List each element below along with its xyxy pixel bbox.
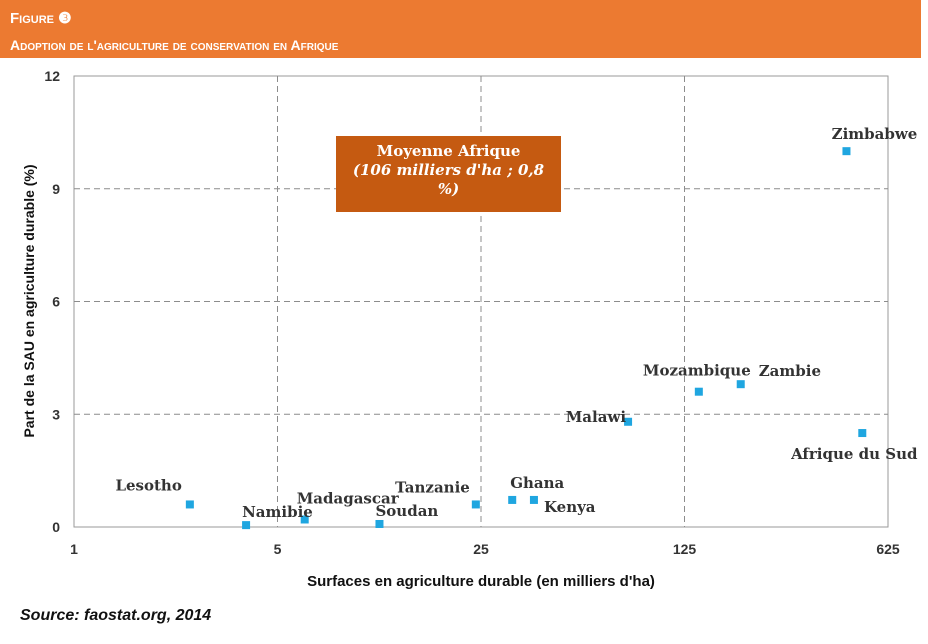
data-point [736,380,745,389]
annotation-line-3: %) [437,180,460,198]
point-label: Madagascar [297,489,400,507]
figure-label: Figure ❸ [10,10,72,27]
data-point [185,500,194,509]
data-point [242,521,251,530]
data-points [185,147,867,530]
point-label: Malawi [566,408,627,426]
x-tick-label: 25 [473,541,489,557]
data-point [858,429,867,438]
source-note: Source: faostat.org, 2014 [20,607,212,624]
x-tick-label: 1 [70,541,78,557]
data-point [508,495,517,504]
y-tick-labels: 0 3 6 9 12 [44,68,60,535]
figure-header: Figure ❸ Adoption de l'agriculture de co… [0,0,921,58]
data-point [300,515,309,524]
point-label: Zimbabwe [832,125,918,143]
point-label: Tanzanie [395,478,470,496]
annotation-line-2: (106 milliers d'ha ; 0,8 [352,161,545,179]
y-axis-label: Part de la SAU en agriculture durable (%… [21,164,37,437]
annotation-line-1: Moyenne Afrique [376,142,521,160]
point-label: Kenya [544,498,596,516]
data-point [842,147,851,156]
y-tick-label: 12 [44,68,60,84]
y-tick-label: 0 [52,519,60,535]
data-point [529,495,538,504]
point-label: Soudan [375,502,438,520]
data-point [375,519,384,528]
average-annotation: Moyenne Afrique (106 milliers d'ha ; 0,8… [336,136,561,212]
figure-title: Adoption de l'agriculture de conservatio… [10,37,339,53]
x-tick-label: 125 [673,541,697,557]
point-label: Afrique du Sud [790,445,918,463]
y-tick-label: 6 [52,294,60,310]
gridlines-horizontal [74,188,888,415]
point-label: Lesotho [115,476,181,494]
x-tick-label: 5 [274,541,282,557]
point-label: Ghana [510,474,564,492]
point-label: Zambie [759,362,821,380]
data-point [694,387,703,396]
x-tick-labels: 1 5 25 125 625 [70,541,900,557]
data-point [624,417,633,426]
y-tick-label: 9 [52,181,60,197]
data-point [471,500,480,509]
x-axis-label: Surfaces en agriculture durable (en mill… [307,573,655,590]
point-label: Mozambique [643,362,751,380]
point-label: Namibie [242,503,313,521]
x-tick-label: 625 [876,541,900,557]
y-tick-label: 3 [52,406,60,422]
